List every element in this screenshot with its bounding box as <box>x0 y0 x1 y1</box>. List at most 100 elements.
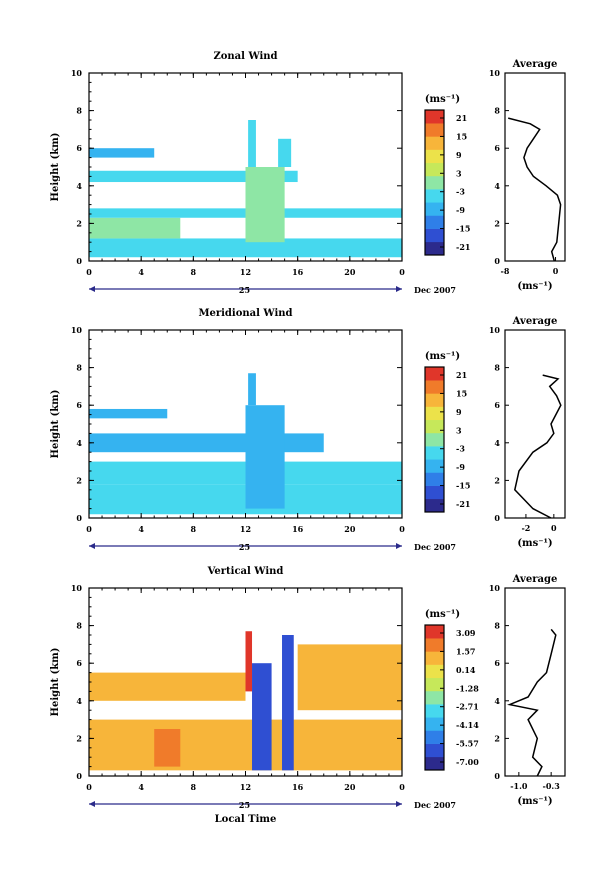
colorbar-tick-label: -15 <box>456 224 470 234</box>
y-tick-label: 10 <box>71 325 83 335</box>
date-label: Dec 2007 <box>414 800 456 810</box>
colorbar-segment <box>425 743 444 758</box>
heatmap-cell <box>248 373 256 406</box>
y-tick-label: 0 <box>76 771 82 781</box>
average-y-tick-label: 10 <box>489 325 501 335</box>
day-label: 25 <box>239 542 250 552</box>
heatmap-cell <box>245 405 285 509</box>
colorbar-segment <box>425 625 444 639</box>
colorbar-segment <box>425 472 444 486</box>
colorbar-tick-label: 1.57 <box>456 646 475 656</box>
average-y-tick-label: 6 <box>494 143 500 153</box>
y-tick-label: 4 <box>76 438 82 448</box>
colorbar-tick-label: -5.57 <box>456 739 479 749</box>
x-tick-label: 12 <box>240 267 251 277</box>
average-x-tick-label: 0 <box>551 523 557 533</box>
heatmap-cell <box>89 672 246 701</box>
colorbar-tick-label: -1.28 <box>456 683 479 693</box>
colorbar-tick-label: 21 <box>456 370 467 380</box>
colorbar-segment <box>425 136 444 150</box>
x-tick-label: 4 <box>138 524 144 534</box>
colorbar-segment <box>425 175 444 190</box>
colorbar-tick-label: 15 <box>456 388 467 398</box>
y-tick-label: 4 <box>76 181 82 191</box>
average-y-tick-label: 4 <box>494 696 500 706</box>
colorbar-tick-label: 9 <box>456 150 462 160</box>
heatmap-cell <box>245 167 285 243</box>
average-y-tick-label: 2 <box>494 733 500 743</box>
colorbar-segment <box>425 123 444 137</box>
y-tick-label: 2 <box>76 218 82 228</box>
y-tick-label: 2 <box>76 733 82 743</box>
colorbar-segment <box>425 730 444 744</box>
x-tick-label: 16 <box>292 267 304 277</box>
average-profile-line <box>508 117 562 262</box>
colorbar-tick-label: -3 <box>456 187 465 197</box>
x-tick-label: 12 <box>240 524 251 534</box>
colorbar-segment <box>425 651 444 665</box>
y-tick-label: 10 <box>71 583 83 593</box>
y-axis-label: Height (km) <box>50 133 61 202</box>
average-y-tick-label: 0 <box>494 256 500 266</box>
day-bar-arrow <box>396 543 402 549</box>
colorbar-tick-label: -21 <box>456 242 470 252</box>
average-x-tick-label: 0 <box>553 266 559 276</box>
heatmap-cell <box>278 138 292 167</box>
average-y-tick-label: 4 <box>494 438 500 448</box>
colorbar-tick-label: -9 <box>456 205 465 215</box>
colorbar-unit: (ms⁻¹) <box>425 94 460 105</box>
colorbar-segment <box>425 664 444 679</box>
average-y-tick-label: 0 <box>494 771 500 781</box>
heatmap-cell <box>89 408 168 419</box>
x-tick-label: 20 <box>344 782 356 792</box>
chart-title: Vertical Wind <box>207 566 284 577</box>
colorbar-tick-label: -15 <box>456 481 470 491</box>
day-bar-arrow <box>396 286 402 292</box>
average-profile-line <box>507 628 557 777</box>
average-y-tick-label: 10 <box>489 583 501 593</box>
y-tick-label: 8 <box>76 621 82 631</box>
colorbar-tick-label: 9 <box>456 407 462 417</box>
colorbar-segment <box>425 704 444 718</box>
x-tick-label: 20 <box>344 267 356 277</box>
date-label: Dec 2007 <box>414 542 456 552</box>
average-y-tick-label: 8 <box>494 106 500 116</box>
average-y-tick-label: 8 <box>494 621 500 631</box>
heatmap-cell <box>297 644 402 711</box>
x-tick-label: 8 <box>191 524 197 534</box>
colorbar-segment <box>425 432 444 447</box>
colorbar-tick-label: -4.14 <box>456 720 479 730</box>
colorbar-unit: (ms⁻¹) <box>425 351 460 362</box>
colorbar-segment <box>425 367 444 381</box>
colorbar-tick-label: -3 <box>456 444 465 454</box>
day-bar-arrow <box>89 286 95 292</box>
average-y-tick-label: 8 <box>494 363 500 373</box>
x-tick-label: 16 <box>292 524 304 534</box>
x-tick-label: 16 <box>292 782 304 792</box>
average-x-label: (ms⁻¹) <box>517 538 552 549</box>
colorbar-segment <box>425 228 444 243</box>
date-label: Dec 2007 <box>414 285 456 295</box>
x-tick-label: 0 <box>86 267 92 277</box>
colorbar-tick-label: -7.00 <box>456 757 479 767</box>
average-x-tick-label: -1.0 <box>510 781 528 791</box>
colorbar-segment <box>425 690 444 705</box>
y-tick-label: 8 <box>76 363 82 373</box>
average-title: Average <box>512 316 558 327</box>
x-tick-label: 0 <box>399 524 405 534</box>
chart-title: Meridional Wind <box>198 308 292 319</box>
heatmap-cell <box>245 631 253 692</box>
colorbar-tick-label: -2.71 <box>456 702 479 712</box>
average-x-tick-label: -0.3 <box>543 781 561 791</box>
day-bar-arrow <box>396 801 402 807</box>
y-tick-label: 0 <box>76 513 82 523</box>
average-y-tick-label: 2 <box>494 475 500 485</box>
average-x-label: (ms⁻¹) <box>517 281 552 292</box>
colorbar-frame <box>424 109 445 256</box>
average-frame <box>504 72 566 262</box>
colorbar-segment <box>425 638 444 652</box>
colorbar-segment <box>425 717 444 731</box>
colorbar-tick-label: 3 <box>456 425 462 435</box>
colorbar-frame <box>424 366 445 513</box>
colorbar-segment <box>425 498 444 513</box>
